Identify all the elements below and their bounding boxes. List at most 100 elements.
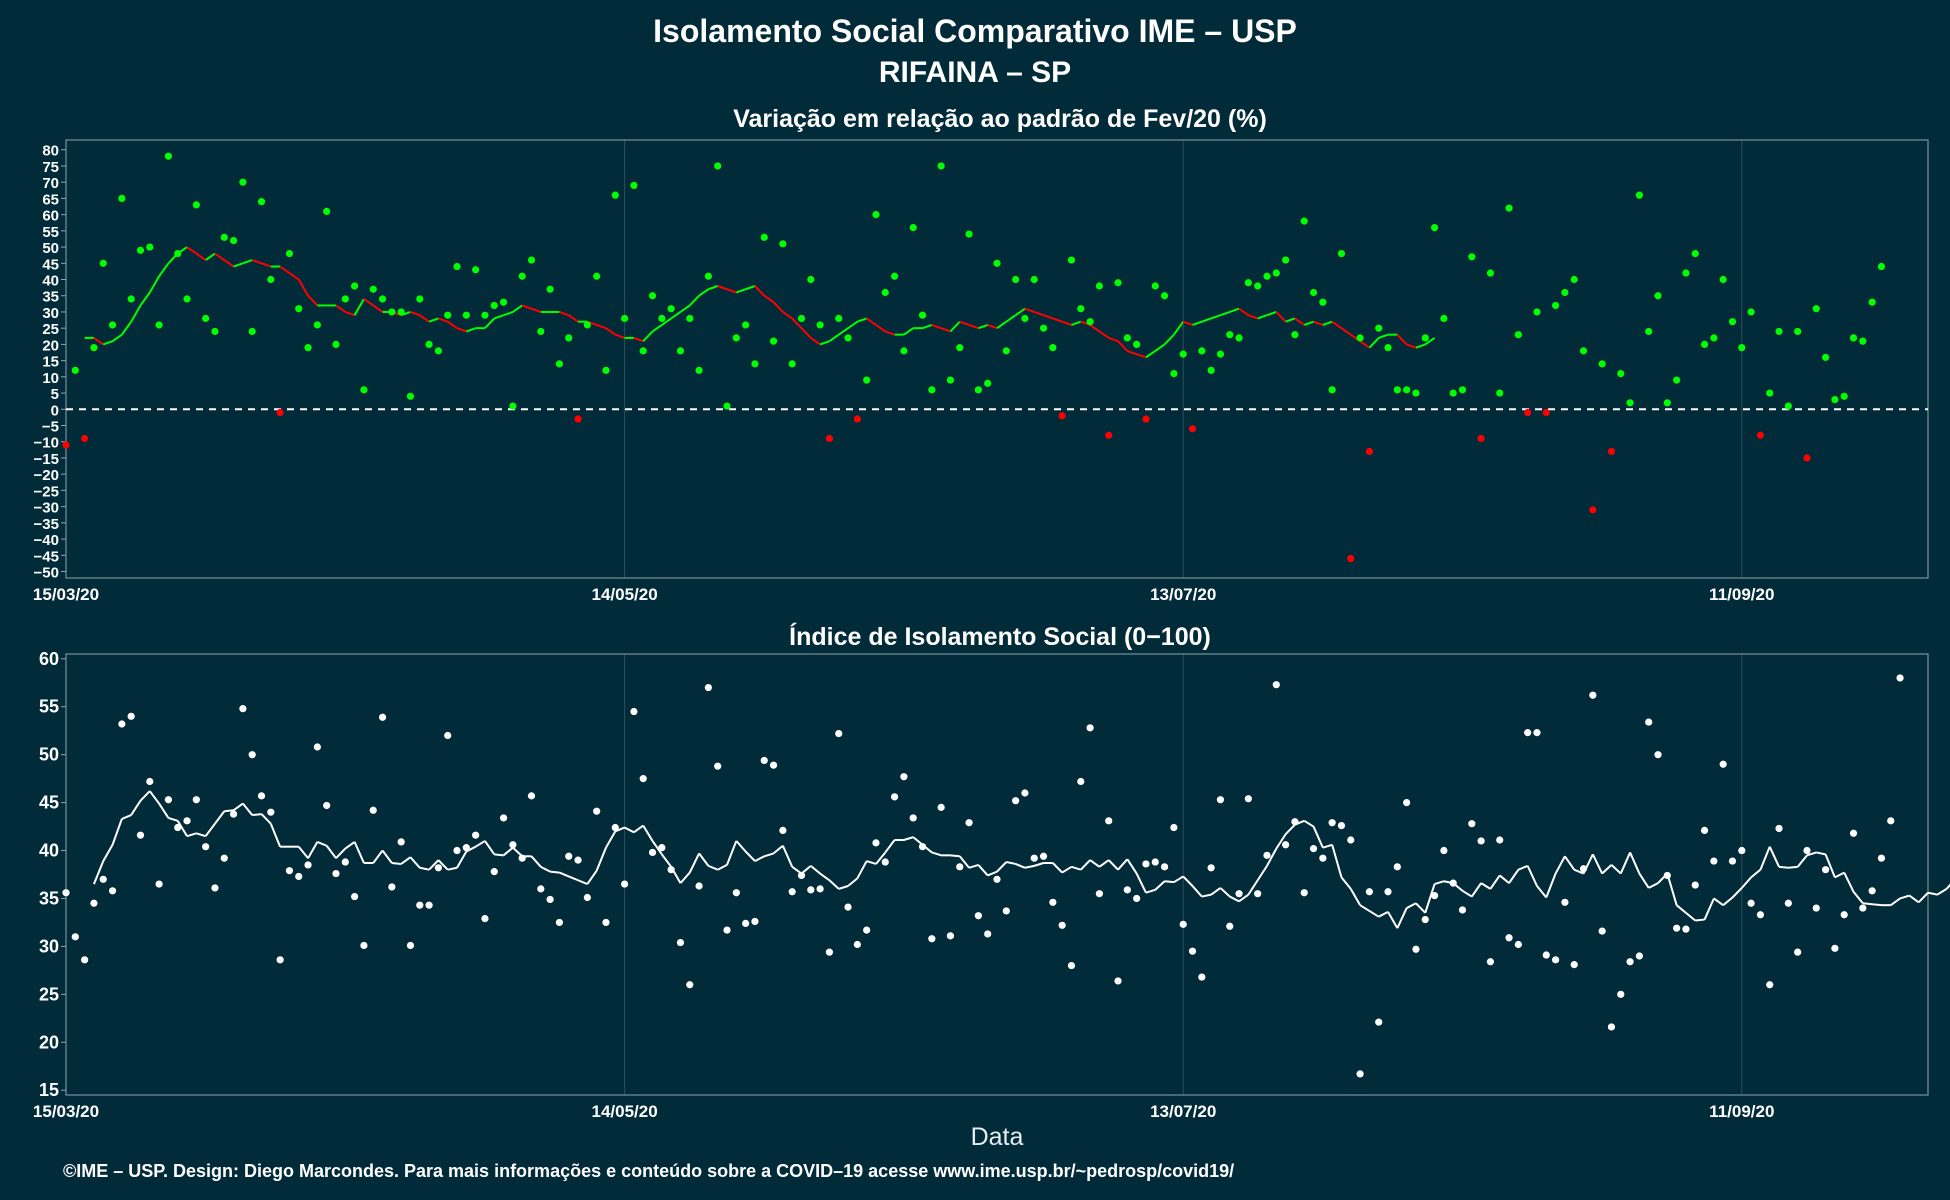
data-point (1095, 282, 1104, 290)
data-point (1719, 275, 1727, 284)
data-point (1291, 818, 1299, 826)
data-point (667, 866, 675, 874)
data-point (1896, 674, 1904, 682)
moving-average-segment (456, 850, 468, 869)
moving-average-segment (977, 864, 989, 877)
moving-average-segment (1331, 320, 1343, 329)
data-point (1105, 431, 1113, 439)
moving-average-segment (1071, 865, 1082, 871)
moving-average-segment (856, 860, 868, 879)
data-point (1049, 344, 1057, 352)
moving-average-segment (763, 294, 775, 304)
data-point (630, 181, 638, 190)
y-axis-ticks: 80757065605550454035302520151050−5−10−15… (34, 143, 66, 582)
data-point (518, 272, 526, 280)
moving-average-segment (568, 875, 579, 882)
data-point (1803, 846, 1811, 855)
moving-average-segment (1406, 343, 1417, 349)
data-point (1710, 334, 1718, 342)
moving-average-segment (214, 252, 225, 261)
moving-average-segment (1368, 910, 1380, 918)
data-point (1645, 327, 1653, 336)
y-tick-label: −25 (34, 483, 59, 500)
moving-average-segment (1741, 876, 1752, 889)
moving-average-segment (372, 304, 384, 313)
main-subtitle: RIFAINA – SP (879, 56, 1071, 89)
data-point (1403, 798, 1411, 807)
data-point (1635, 952, 1643, 960)
data-point (1412, 945, 1420, 953)
moving-average-segment (708, 864, 719, 871)
data-point (71, 933, 79, 941)
data-point (1133, 340, 1141, 348)
moving-average-segment (1182, 875, 1194, 887)
moving-average-segment (950, 854, 960, 858)
data-point (881, 858, 889, 866)
data-point (1002, 907, 1010, 915)
moving-average-segment (139, 790, 151, 802)
data-point (751, 917, 759, 926)
grid (65, 653, 1929, 1096)
x-tick-label: 14/05/20 (592, 585, 658, 604)
data-point (965, 819, 973, 827)
x-tick-label: 15/03/20 (33, 1102, 99, 1121)
data-point (760, 233, 768, 241)
moving-average-segment (428, 859, 440, 871)
moving-average-segment (884, 330, 895, 336)
data-point (1849, 829, 1858, 837)
moving-average-segment (1349, 888, 1361, 906)
data-point (192, 201, 200, 209)
data-point (1244, 795, 1252, 803)
moving-average-segment (1257, 314, 1268, 320)
data-point (1347, 836, 1355, 844)
data-point (1300, 217, 1308, 225)
data-point (146, 777, 154, 786)
data-point (1663, 399, 1671, 407)
y-tick-label: −15 (34, 451, 59, 468)
moving-average-segment (596, 323, 607, 330)
data-point (1458, 386, 1467, 394)
data-point (937, 803, 945, 811)
x-axis-ticks: 15/03/20 14/05/20 13/07/20 11/09/20 (33, 585, 1775, 604)
data-point (481, 915, 489, 923)
moving-average-segment (1424, 337, 1436, 346)
moving-average-segment (949, 320, 961, 333)
data-point (1067, 961, 1076, 970)
moving-average-segment (1210, 314, 1221, 320)
grid (65, 139, 1929, 579)
moving-average-segment (466, 327, 476, 333)
data-point (1375, 1018, 1383, 1026)
moving-average-segment (1015, 863, 1026, 869)
data-point (593, 272, 601, 280)
moving-average-segment (1648, 882, 1659, 889)
x-axis-ticks: 15/03/20 14/05/20 13/07/20 11/09/20 (33, 1102, 1775, 1121)
data-point (835, 729, 843, 738)
data-point (1747, 308, 1755, 316)
data-point (1663, 871, 1671, 880)
moving-average-segment (400, 856, 412, 865)
moving-average-segment (987, 870, 998, 877)
moving-average-segment (1275, 833, 1287, 850)
y-tick-label: 80 (42, 143, 59, 160)
data-point (1198, 347, 1206, 355)
data-point (1086, 318, 1094, 326)
moving-average-segment (810, 865, 821, 875)
data-point (81, 956, 89, 964)
data-point (462, 311, 470, 319)
moving-average-segment (1917, 892, 1929, 903)
data-point (1263, 272, 1271, 280)
moving-average-segment (438, 317, 449, 323)
moving-average-segment (958, 855, 970, 869)
data-point (890, 793, 899, 801)
y-tick-label: 55 (42, 224, 59, 241)
data-point (351, 892, 359, 901)
data-point (1226, 331, 1234, 339)
data-point (397, 838, 405, 846)
x-tick-label: 15/03/20 (33, 585, 99, 604)
data-point (1039, 852, 1048, 860)
moving-average-segment (1145, 888, 1156, 894)
data-point (1319, 854, 1327, 862)
moving-average-segment (176, 820, 188, 837)
y-tick-label: −30 (34, 500, 59, 517)
moving-average-segment (437, 859, 449, 871)
